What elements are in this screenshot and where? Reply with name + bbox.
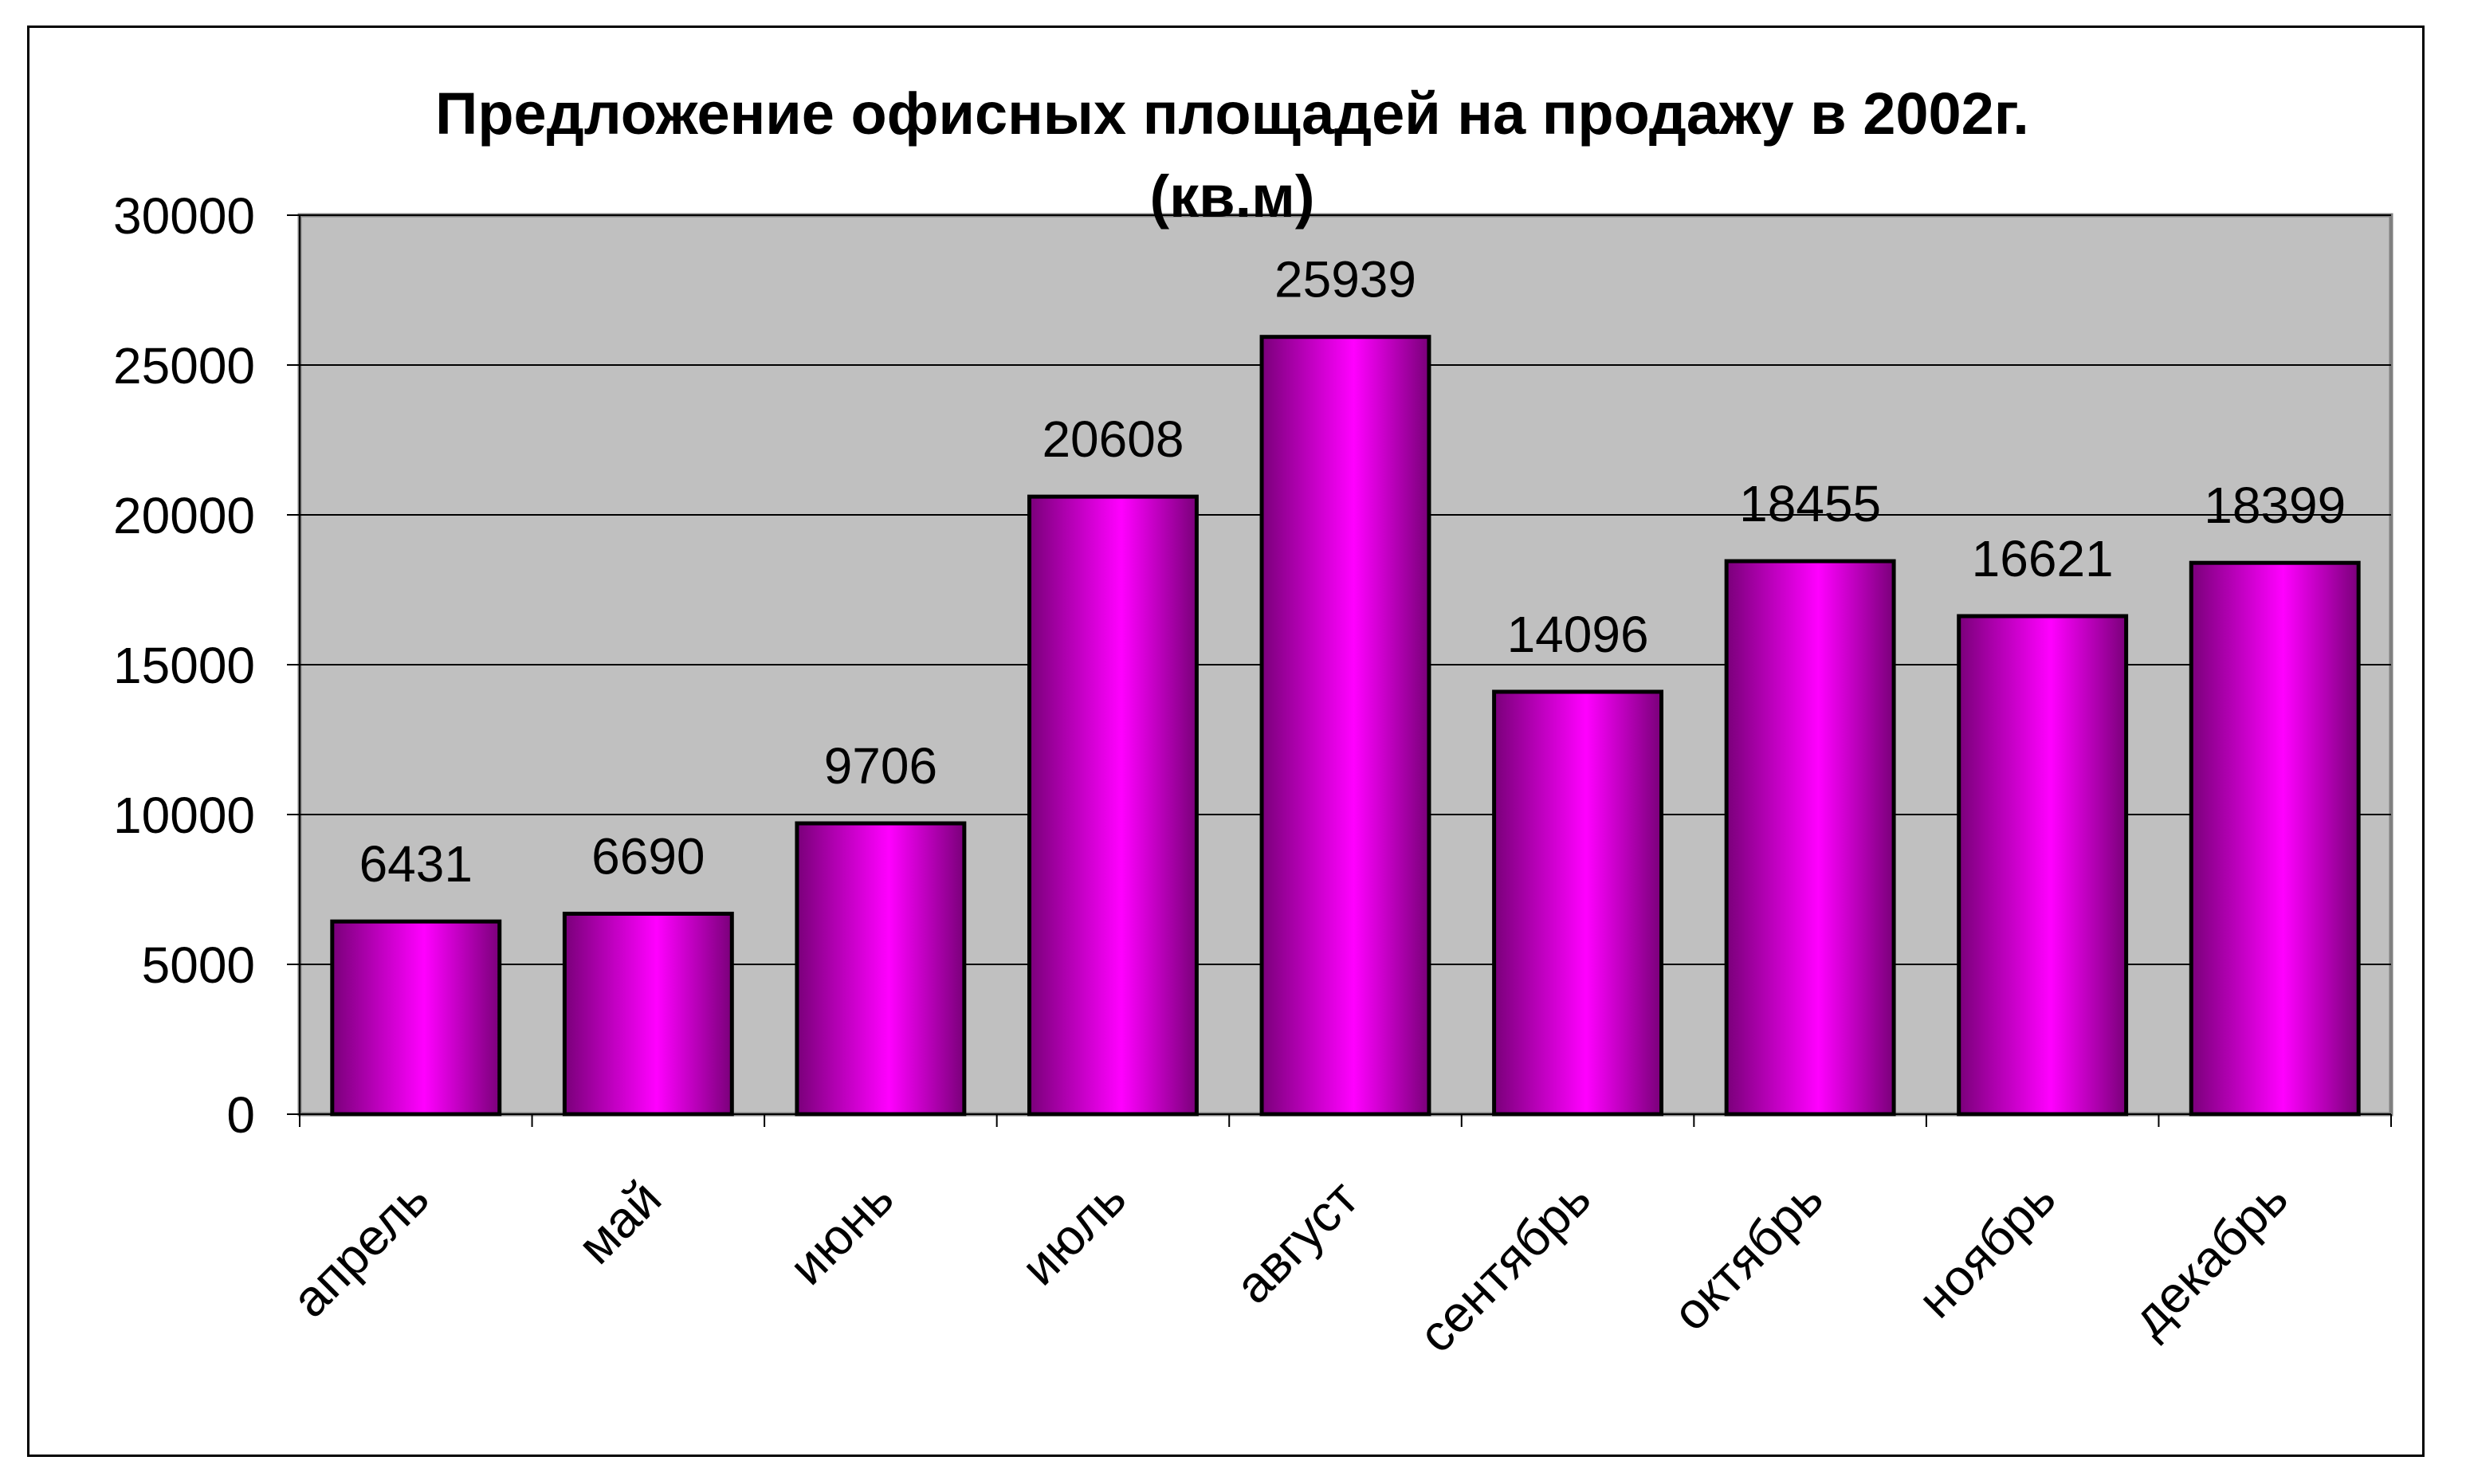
bar: [1027, 494, 1199, 1117]
chart-title-line1: Предложение офисных площадей на продажу …: [435, 80, 2029, 147]
bar: [795, 821, 967, 1117]
chart-title-line2: (кв.м): [1149, 163, 1314, 230]
bar: [1957, 614, 2129, 1117]
x-tick-label: апрель: [281, 1169, 439, 1328]
data-label: 25939: [1274, 251, 1416, 308]
data-label: 18455: [1739, 475, 1881, 532]
bar: [1724, 559, 1896, 1117]
data-label: 14096: [1507, 606, 1649, 663]
bar: [562, 911, 734, 1117]
y-tick-label: 10000: [113, 787, 255, 844]
x-tick-label: октябрь: [1662, 1169, 1834, 1341]
data-label: 20608: [1042, 410, 1184, 468]
bars: [330, 335, 2361, 1117]
y-tick-label: 20000: [113, 487, 255, 544]
data-label: 9706: [824, 737, 937, 795]
axes: [287, 214, 2392, 1127]
data-label: 6690: [591, 827, 705, 885]
x-tick-label: декабрь: [2121, 1169, 2299, 1347]
y-tick-label: 15000: [113, 637, 255, 694]
y-tick-label: 0: [226, 1086, 255, 1144]
bar: [2189, 560, 2361, 1117]
x-tick-label: август: [1224, 1169, 1369, 1314]
x-tick-label: июль: [1010, 1169, 1137, 1296]
y-tick-label: 5000: [142, 936, 255, 994]
x-tick-label: сентябрь: [1408, 1169, 1602, 1364]
x-tick-label: ноябрь: [1906, 1169, 2066, 1329]
bar: [1259, 335, 1431, 1117]
x-tick-label: май: [567, 1169, 672, 1274]
data-label: 6431: [359, 835, 473, 893]
data-label: 18399: [2204, 477, 2346, 534]
y-tick-label: 30000: [113, 187, 255, 245]
data-label: 16621: [1972, 530, 2114, 587]
bar: [1492, 689, 1664, 1117]
bar: [330, 919, 502, 1117]
x-tick-label: июнь: [778, 1169, 905, 1296]
y-tick-label: 25000: [113, 337, 255, 395]
